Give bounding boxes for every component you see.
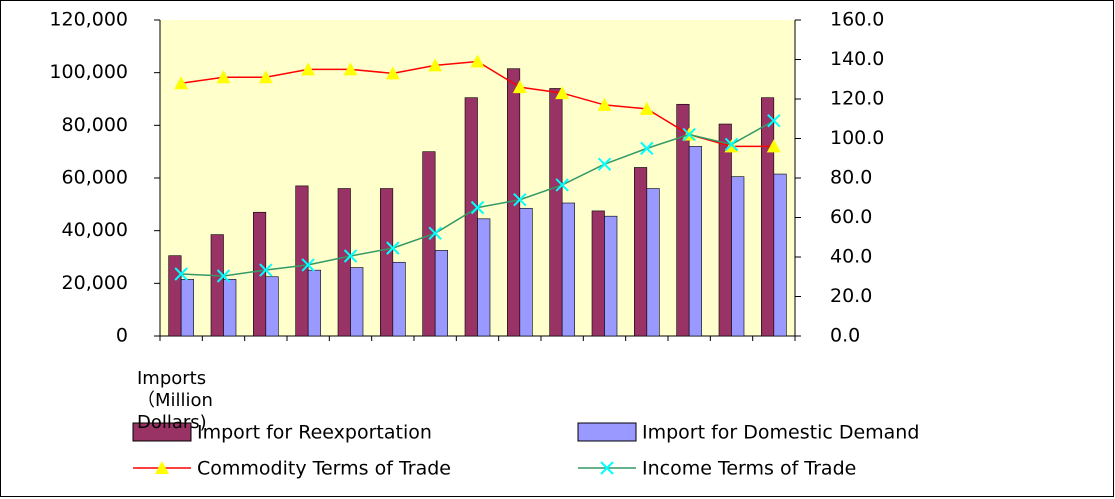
y-tick-label: 20,000 [62,272,128,294]
marker [385,66,400,80]
bar [422,151,436,337]
y2-tick-label: 0.0 [830,325,860,347]
legend-swatch [132,422,192,442]
bar [634,167,648,337]
bar [265,276,279,337]
marker [512,80,527,94]
bar [380,188,394,337]
marker [428,58,443,72]
marker [470,54,485,68]
y2-tick-label: 120.0 [830,88,884,110]
y2-tick-label: 40.0 [830,246,872,268]
marker [259,263,273,277]
marker [682,127,696,142]
legend-marker [155,461,169,474]
y-tick-label: 0 [116,325,128,347]
y2-tick-label: 100.0 [830,127,884,149]
bar [350,267,364,337]
bar [591,210,605,337]
bar [761,97,775,337]
bar [604,215,618,337]
legend-label: Import for Domestic Demand [642,422,919,444]
marker [597,97,612,111]
bar [688,146,702,337]
bar [646,188,660,337]
marker [301,62,316,76]
bar [549,88,563,337]
bar [223,279,237,337]
legend-label: Import for Reexportation [197,422,432,444]
marker [258,70,273,84]
bar [561,202,575,337]
y2-tick-label: 60.0 [830,206,872,228]
marker [174,267,188,281]
marker [343,249,358,263]
bar [210,234,224,337]
y2-tick-label: 20.0 [830,285,872,307]
marker [470,200,485,215]
legend-label: Income Terms of Trade [642,458,856,480]
marker [555,178,569,192]
marker [555,86,570,100]
marker [724,137,739,152]
bar [337,188,351,337]
bar [464,97,478,337]
y-tick-label: 100,000 [49,61,128,83]
bar [773,173,787,337]
bar [295,185,309,337]
marker [386,241,400,255]
bar [477,218,491,337]
bar [718,123,732,337]
y-axis-label: Imports （Million Dollars) [137,368,213,433]
marker [216,269,231,283]
y-tick-label: 80,000 [62,114,128,136]
bar [253,211,267,337]
y-tick-label: 40,000 [62,219,128,241]
marker [216,70,231,84]
legend-label: Commodity Terms of Trade [197,458,451,480]
marker [597,157,612,171]
marker [513,193,527,207]
y2-tick-label: 160.0 [830,9,884,31]
marker [301,258,315,272]
y-tick-label: 120,000 [49,9,128,31]
bar [307,269,321,337]
marker [639,101,654,115]
marker [343,62,358,76]
y2-tick-label: 140.0 [830,48,884,70]
bar [180,279,194,337]
marker [174,76,189,90]
marker [767,114,781,128]
bar [168,255,182,337]
legend-marker [600,461,614,475]
legend-swatch [577,422,637,442]
bar [434,250,448,337]
marker [428,226,442,241]
marker [640,141,654,156]
marker [766,139,781,153]
bar [392,261,406,337]
y-tick-label: 60,000 [62,167,128,189]
bar [519,207,533,337]
y2-tick-label: 80.0 [830,167,872,189]
bar [731,176,745,337]
